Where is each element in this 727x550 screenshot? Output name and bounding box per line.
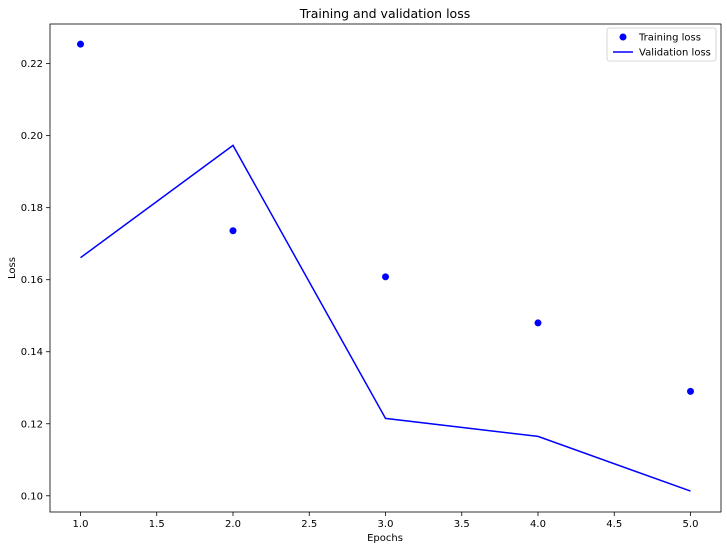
y-tick-label: 0.16 xyxy=(21,275,43,286)
x-tick-label: 4.5 xyxy=(606,519,622,530)
y-tick-label: 0.20 xyxy=(21,131,43,142)
x-tick-label: 5.0 xyxy=(683,519,699,530)
legend-label: Training loss xyxy=(638,33,701,44)
legend-box xyxy=(606,27,717,62)
x-tick-label: 1.5 xyxy=(149,519,165,530)
training-loss-point xyxy=(534,319,542,327)
y-tick-label: 0.22 xyxy=(21,59,43,70)
chart-title: Training and validation loss xyxy=(299,6,470,21)
legend-marker-swatch xyxy=(619,33,627,41)
plot-frame xyxy=(49,23,722,513)
y-tick-label: 0.18 xyxy=(21,203,43,214)
x-tick-label: 3.0 xyxy=(378,519,394,530)
training-loss-point xyxy=(687,387,694,395)
legend: Training loss Validation loss xyxy=(606,27,717,62)
y-tick-label: 0.14 xyxy=(21,347,43,358)
legend-label: Validation loss xyxy=(639,48,711,59)
y-axis-label: Loss xyxy=(7,257,18,279)
x-tick-label: 2.0 xyxy=(225,519,241,530)
x-axis-label: Epochs xyxy=(367,533,403,544)
training-loss-point xyxy=(229,227,237,235)
x-tick-label: 1.0 xyxy=(73,519,89,530)
training-loss-point xyxy=(77,40,84,48)
training-loss-point xyxy=(382,273,389,281)
y-tick-label: 0.10 xyxy=(21,491,43,502)
x-tick-label: 4.0 xyxy=(530,519,546,530)
x-tick-label: 2.5 xyxy=(301,519,317,530)
y-tick-label: 0.12 xyxy=(21,419,43,430)
x-tick-label: 3.5 xyxy=(454,519,470,530)
validation-loss-line xyxy=(80,144,691,492)
